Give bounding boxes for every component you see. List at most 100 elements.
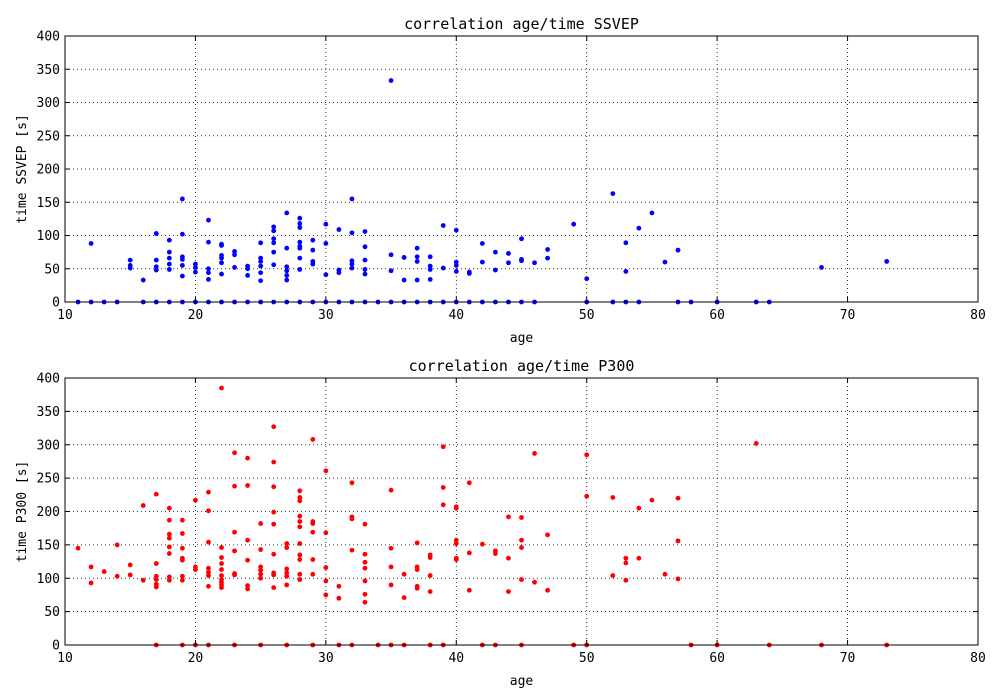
data-point (179, 577, 185, 583)
data-point (584, 452, 590, 458)
data-point (440, 444, 446, 450)
data-point (466, 271, 472, 276)
data-point (623, 560, 629, 566)
data-point (206, 569, 211, 575)
y-tick-label: 0 (52, 296, 60, 311)
data-point (310, 529, 316, 535)
y-tick-label: 0 (52, 639, 60, 654)
data-point (297, 267, 303, 272)
data-point (206, 239, 211, 245)
data-point (284, 573, 290, 579)
data-point (166, 535, 172, 541)
data-point (662, 259, 668, 265)
data-point (284, 277, 290, 283)
data-point (271, 509, 277, 515)
data-point (232, 529, 237, 535)
y-tick-label: 150 (37, 538, 60, 553)
y-tick-label: 250 (37, 129, 60, 144)
data-point (479, 259, 485, 265)
data-point (453, 505, 459, 511)
data-point (193, 265, 198, 270)
data-point (440, 223, 446, 228)
data-point (675, 576, 681, 582)
data-point (349, 547, 355, 553)
x-tick-label: 60 (709, 651, 725, 666)
data-point (336, 583, 342, 589)
data-point (219, 555, 224, 560)
data-point (297, 239, 303, 245)
data-point (271, 459, 277, 465)
data-point (179, 196, 185, 202)
data-point (466, 550, 472, 556)
x-tick-label: 70 (840, 308, 856, 323)
data-point (219, 243, 224, 248)
data-point (388, 582, 394, 588)
data-point (388, 252, 394, 258)
data-point (245, 455, 251, 461)
data-point (440, 265, 446, 271)
data-point (179, 557, 185, 563)
data-point (166, 531, 172, 537)
data-point (519, 258, 524, 264)
data-point (349, 196, 355, 202)
data-point (179, 231, 185, 237)
data-point (284, 570, 290, 576)
data-point (166, 261, 172, 267)
y-tick-label: 400 (37, 372, 60, 387)
data-point (310, 237, 316, 243)
x-axis-label: age (510, 674, 534, 689)
y-tick-label: 400 (37, 30, 60, 45)
data-point (336, 227, 342, 232)
data-point (271, 224, 277, 230)
x-tick-label: 50 (579, 651, 595, 666)
data-point (401, 277, 407, 283)
data-point (453, 269, 459, 274)
data-point (258, 259, 264, 264)
data-point (258, 240, 264, 246)
data-point (219, 561, 224, 566)
data-point (479, 241, 485, 246)
data-point (153, 264, 159, 270)
data-point (675, 495, 681, 501)
y-tick-label: 50 (44, 605, 60, 620)
data-point (297, 488, 303, 494)
data-point (127, 562, 133, 568)
data-point (193, 567, 198, 572)
y-tick-label: 50 (44, 262, 60, 277)
data-point (414, 259, 420, 264)
data-point (362, 229, 368, 234)
data-point (232, 572, 237, 578)
data-point (88, 580, 94, 586)
data-point (388, 268, 394, 274)
data-point (571, 221, 577, 227)
data-point (166, 255, 172, 261)
data-point (297, 557, 303, 562)
data-point (297, 519, 303, 524)
data-point (179, 545, 185, 551)
data-point (179, 531, 185, 536)
data-point (297, 221, 303, 226)
data-point (427, 267, 433, 272)
data-point (362, 578, 368, 584)
data-point (493, 267, 498, 273)
data-point (401, 571, 407, 577)
data-point (323, 592, 329, 598)
data-point (362, 551, 368, 557)
data-point (310, 247, 316, 253)
data-point (623, 555, 629, 561)
data-point (284, 566, 290, 572)
data-point (310, 521, 316, 526)
data-point (649, 210, 655, 216)
data-point (179, 263, 185, 268)
data-point (414, 585, 420, 591)
data-point (336, 270, 342, 276)
data-point (166, 505, 172, 511)
data-point (323, 565, 329, 570)
data-point (140, 577, 146, 583)
data-point (271, 424, 277, 430)
data-point (284, 545, 290, 550)
data-point (506, 251, 511, 256)
data-point (166, 267, 172, 272)
data-point (662, 571, 668, 577)
x-tick-label: 40 (448, 308, 464, 323)
